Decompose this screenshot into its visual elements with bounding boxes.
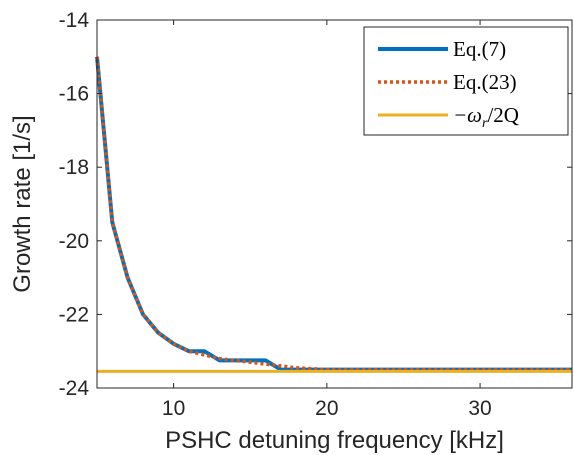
legend-label-1: Eq.(7) bbox=[453, 37, 506, 61]
axes-layer: 10 20 30 -24 -22 -20 -18 -16 -14 bbox=[59, 9, 573, 420]
y-tick-label: -22 bbox=[59, 303, 89, 326]
series-layer bbox=[95, 56, 572, 373]
legend-label-3-sub: r bbox=[482, 116, 488, 131]
legend-label-2: Eq.(23) bbox=[453, 70, 517, 94]
y-tick-label: -18 bbox=[59, 156, 89, 179]
y-tick-label: -20 bbox=[59, 230, 89, 253]
legend-label-3-omega: −ω bbox=[453, 103, 482, 127]
axes-box bbox=[96, 19, 573, 389]
x-tick-label: 30 bbox=[468, 397, 491, 420]
x-tick-label: 10 bbox=[162, 397, 185, 420]
y-tick-label: -24 bbox=[59, 377, 90, 400]
legend-label-3: −ωr/2Q bbox=[453, 103, 519, 131]
legend-label-3-rest: /2Q bbox=[487, 103, 519, 127]
x-tick-label: 20 bbox=[315, 397, 338, 420]
y-axis-label: Growth rate [1/s] bbox=[9, 115, 36, 292]
series-line-2 bbox=[95, 56, 572, 372]
x-axis-label: PSHC detuning frequency [kHz] bbox=[165, 427, 504, 454]
y-tick-label: -16 bbox=[59, 83, 89, 106]
y-tick-label: -14 bbox=[59, 9, 90, 32]
legend: Eq.(7) Eq.(23) −ωr/2Q bbox=[363, 26, 569, 136]
